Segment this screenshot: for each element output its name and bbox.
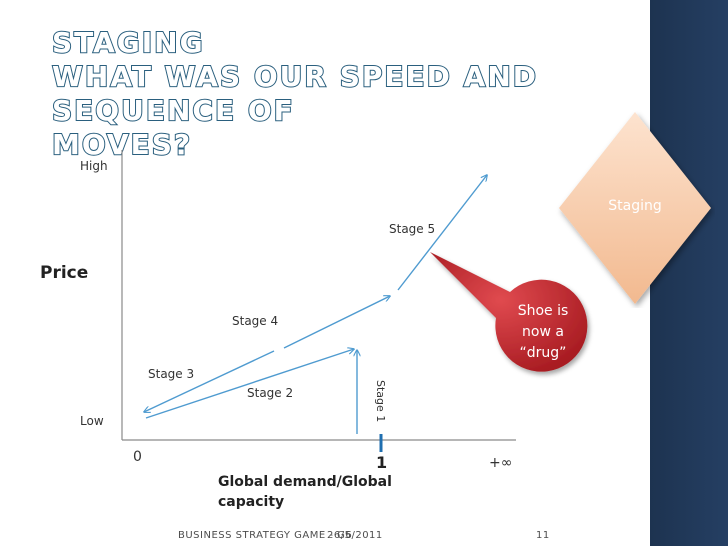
- footer-course: BUSINESS STRATEGY GAME - G6: [178, 530, 353, 541]
- right-side-bar: [650, 0, 728, 546]
- staging-tag: Staging: [608, 198, 662, 214]
- callout-line-3: “drug”: [519, 345, 567, 361]
- callout-text: Shoe is now a “drug”: [508, 301, 578, 364]
- footer-page-number: 11: [536, 530, 550, 541]
- x-infinity-label: +∞: [489, 455, 512, 471]
- x-axis-label-line-1: Global demand/Global: [218, 474, 392, 490]
- drug-callout: [430, 252, 588, 372]
- stage-1-label: Stage 1: [374, 380, 387, 422]
- footer-date: 26/5/2011: [327, 530, 383, 541]
- x-one-label: 1: [376, 453, 387, 472]
- stage-3-arrow: [144, 350, 275, 412]
- staging-diagram: High Price Low 0 1 +∞ Global demand/Glob…: [40, 150, 588, 510]
- slide-title: Staging What was our speed and sequence …: [51, 25, 612, 162]
- x-axis-label-line-2: capacity: [218, 494, 284, 510]
- y-high-label: High: [80, 159, 108, 173]
- callout-line-1: Shoe is: [517, 303, 569, 319]
- callout-line-2: now a: [522, 324, 564, 340]
- stage-5-arrow: [397, 175, 487, 291]
- y-axis-label: Price: [40, 263, 88, 283]
- stage-5-label: Stage 5: [389, 222, 435, 236]
- stage-4-arrow: [283, 296, 390, 349]
- stage-3-label: Stage 3: [148, 367, 194, 381]
- staging-diamond: [559, 112, 711, 304]
- y-low-label: Low: [80, 414, 104, 428]
- title-line-3: moves?: [51, 127, 193, 162]
- stage-2-label: Stage 2: [247, 386, 293, 400]
- stage-2-arrow: [145, 349, 354, 419]
- stage-4-label: Stage 4: [232, 314, 278, 328]
- title-line-2: What was our speed and sequence of: [51, 59, 538, 128]
- title-line-1: Staging: [51, 25, 205, 60]
- x-origin-label: 0: [133, 449, 142, 465]
